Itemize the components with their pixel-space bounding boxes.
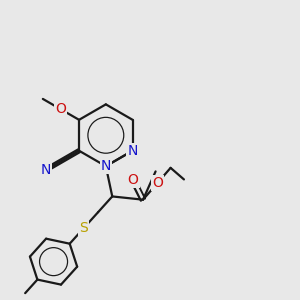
Text: N: N <box>40 163 51 177</box>
Text: O: O <box>128 173 139 187</box>
Text: S: S <box>80 221 88 235</box>
Text: N: N <box>100 159 111 173</box>
Text: O: O <box>55 102 66 116</box>
Text: O: O <box>152 176 163 190</box>
Text: N: N <box>128 144 138 158</box>
